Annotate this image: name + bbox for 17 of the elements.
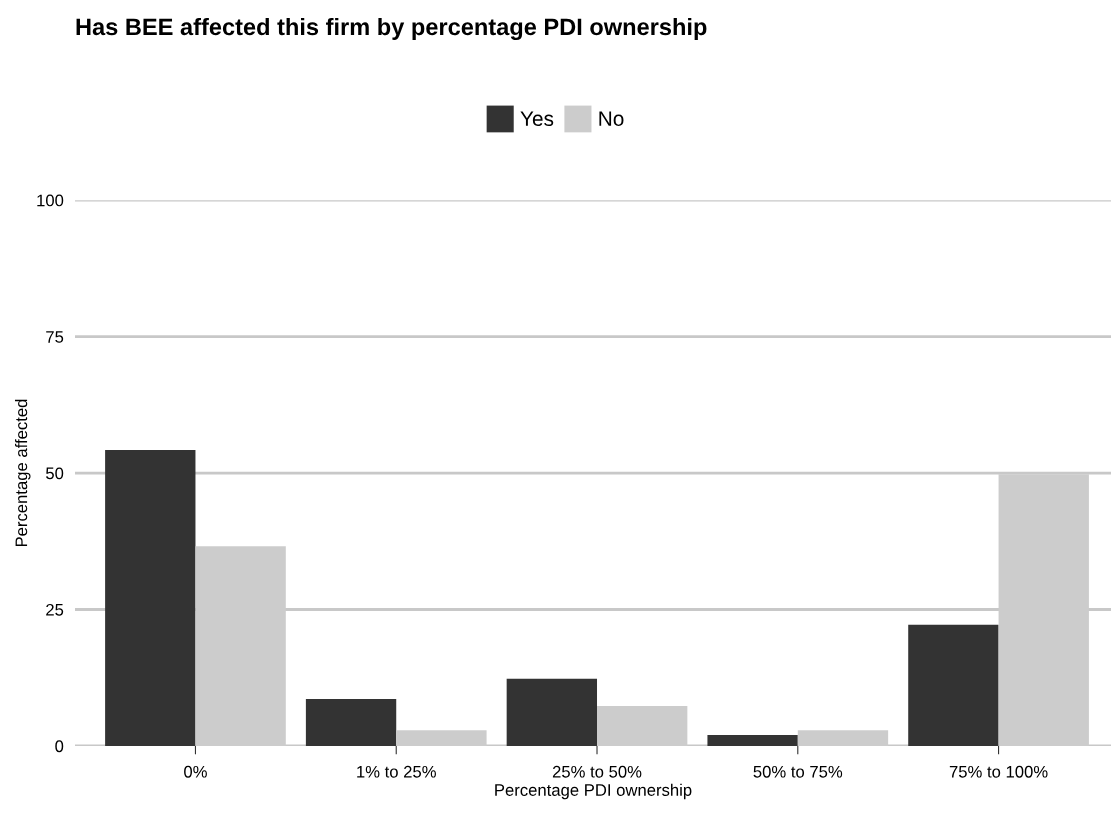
legend-label: Yes [520,111,554,126]
bar [305,699,397,746]
bar [105,450,196,746]
y-tick-label: 25 [46,603,64,616]
y-tick-label: 0 [55,740,64,753]
y-tick-label: 50 [46,467,64,480]
y-axis-title: Percentage affected [14,399,31,547]
x-tick-label: 75% to 100% [949,765,1048,778]
x-tick-label: 25% to 50% [552,765,642,778]
chart-title: Has BEE affected this firm by percentage PDI ownership [76,17,707,40]
x-tick-label: 0% [184,765,207,778]
x-axis-title: Percentage PDI ownership [495,783,692,800]
x-tick-label: 1% to 25% [357,765,436,778]
y-tick-label: 100 [37,194,64,207]
legend-label: No [599,111,624,126]
x-tick-label: 50% to 75% [753,765,843,778]
y-tick-label: 75 [46,331,64,343]
